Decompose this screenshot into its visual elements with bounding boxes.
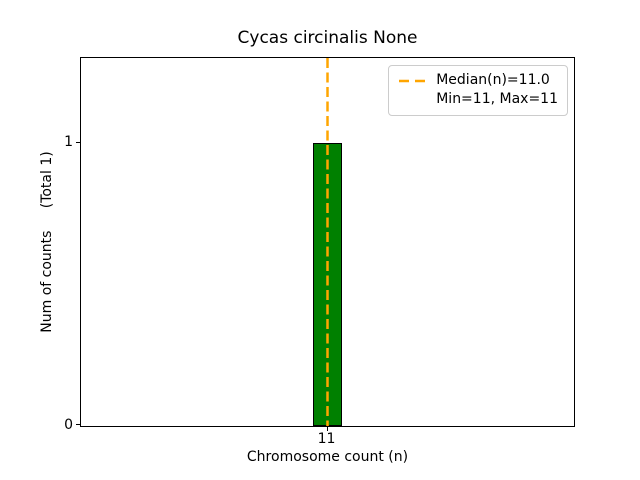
x-tick-label-11: 11 <box>317 431 336 447</box>
legend-row-median: Median(n)=11.0 <box>399 71 558 90</box>
x-axis-label: Chromosome count (n) <box>246 449 409 465</box>
chart-title: Cycas circinalis None <box>237 28 418 48</box>
x-tick-mark-11 <box>326 427 328 431</box>
y-tick-label-1: 1 <box>64 133 73 150</box>
bar-chromosome-11 <box>313 143 342 426</box>
orange-dashed-line-icon <box>399 79 427 82</box>
legend: Median(n)=11.0 Min=11, Max=11 <box>388 65 568 116</box>
legend-handle-spacer <box>399 97 426 103</box>
y-axis-label: Num of counts (Total 1) <box>39 151 55 333</box>
y-tick-mark-1 <box>76 141 80 143</box>
y-tick-label-0: 0 <box>64 417 73 433</box>
plot-area: Median(n)=11.0 Min=11, Max=11 <box>80 57 575 427</box>
legend-label-median: Median(n)=11.0 <box>436 72 550 88</box>
legend-label-minmax: Min=11, Max=11 <box>436 91 558 107</box>
legend-row-minmax: Min=11, Max=11 <box>399 90 558 109</box>
y-tick-mark-0 <box>76 424 80 425</box>
